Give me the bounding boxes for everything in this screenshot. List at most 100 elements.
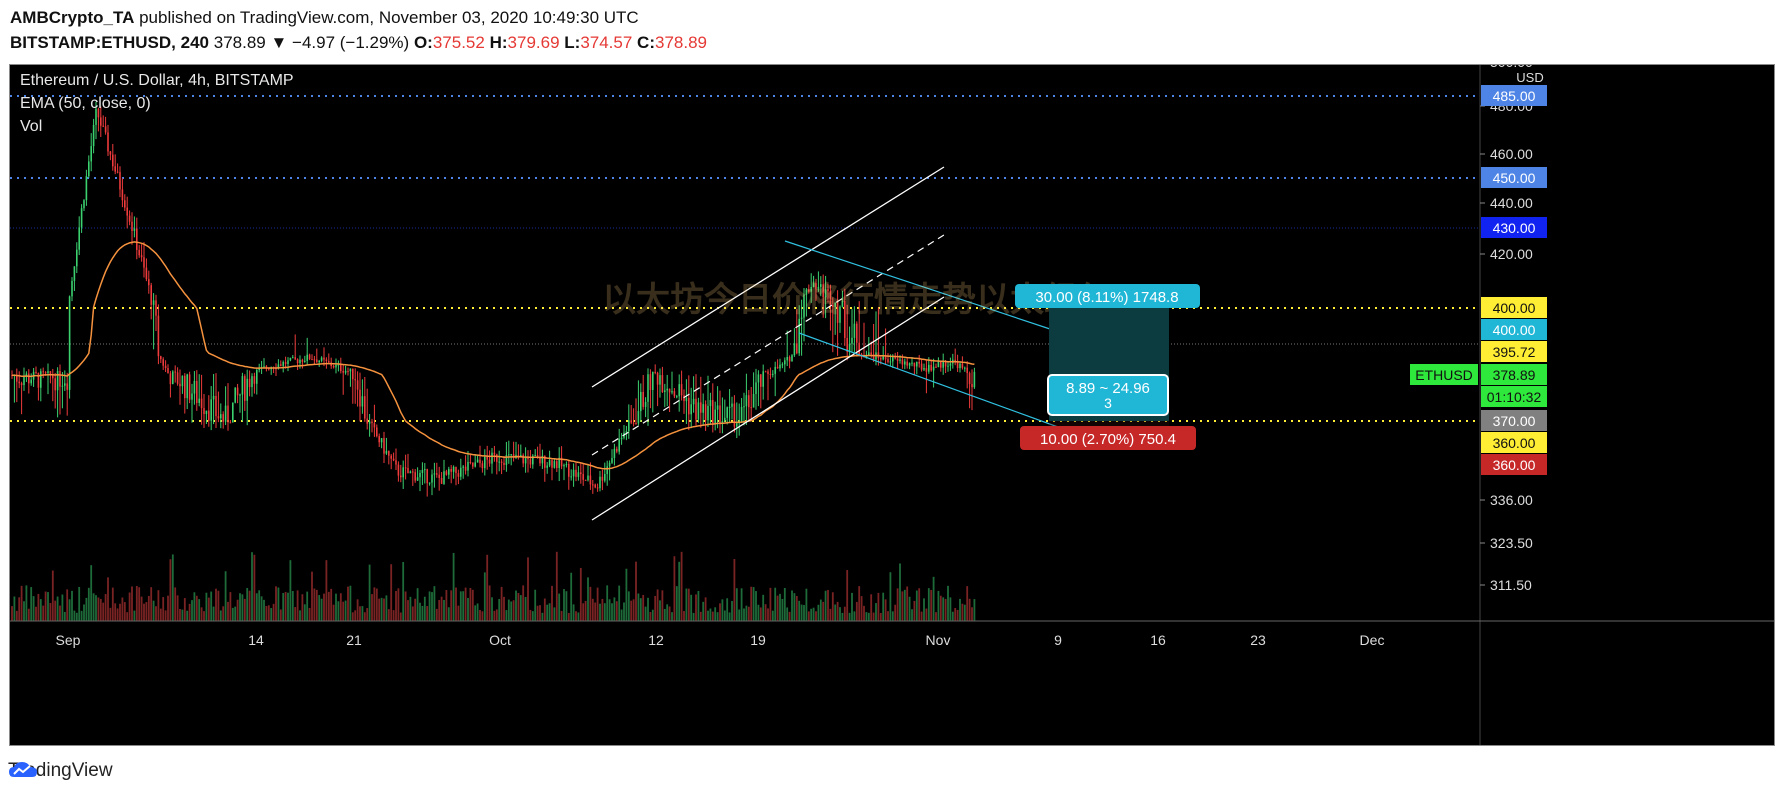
legend-ema: EMA (50, close, 0): [20, 95, 151, 112]
candle-body: [505, 455, 508, 465]
candle-body: [344, 370, 347, 373]
volume-bar: [447, 607, 450, 621]
candle-body: [59, 370, 61, 387]
author-name[interactable]: AMBCrypto_TA: [10, 8, 135, 27]
candle-body: [853, 323, 856, 338]
volume-bar: [337, 601, 340, 621]
candle-body: [534, 455, 536, 457]
volume-bar: [719, 603, 721, 621]
tradingview-logo[interactable]: TradingView: [8, 760, 113, 782]
volume-bar: [327, 591, 330, 621]
candle-body: [966, 367, 968, 374]
volume-bar: [546, 604, 549, 621]
time-label: 12: [648, 632, 664, 648]
volume-bar: [613, 597, 616, 621]
volume-bar: [407, 600, 409, 621]
candle-body: [870, 352, 872, 355]
candle-body: [474, 462, 476, 467]
channel-upper-line: [591, 166, 945, 388]
candle-body: [803, 294, 805, 318]
candle-body: [56, 370, 59, 391]
candle-body: [47, 371, 49, 374]
chart-panel[interactable]: 以太坊今日价格行情走势以太经纪 30.00 (8.11%) 1748.8 10.0…: [9, 64, 1775, 746]
volume-bar: [375, 588, 378, 621]
volume-bar: [313, 588, 316, 621]
candle-body: [222, 414, 224, 422]
cloud-icon: [9, 762, 37, 777]
candle-body: [616, 448, 618, 452]
volume-bar: [239, 593, 241, 621]
candle-body: [198, 398, 200, 403]
volume-bar: [627, 591, 630, 621]
candle-body: [786, 357, 788, 361]
candle-body: [464, 466, 467, 471]
candle-body: [824, 289, 827, 298]
candle-body: [380, 438, 383, 443]
volume-bar: [759, 607, 762, 621]
candle-body: [839, 306, 841, 323]
volume-bar: [611, 603, 613, 621]
volume-bar: [582, 603, 585, 621]
candle-body: [35, 371, 37, 373]
volume-bar: [368, 564, 371, 621]
stop-label: 10.00 (2.70%) 750.4: [1040, 431, 1176, 448]
volume-bar: [59, 605, 61, 621]
volume-bar: [829, 608, 832, 621]
candle-body: [553, 461, 556, 468]
open-label: O:: [413, 33, 433, 52]
volume-bar: [71, 590, 73, 621]
last-price: 378.89: [213, 33, 266, 52]
volume-bar: [505, 610, 508, 621]
volume-bar: [188, 603, 191, 621]
candle-body: [680, 384, 683, 396]
volume-bar: [680, 551, 683, 621]
candle-body: [580, 472, 582, 475]
candle-body: [731, 403, 733, 407]
publish-info: published on TradingView.com, November 0…: [139, 8, 639, 27]
candle-body: [385, 450, 388, 454]
candle-body: [834, 302, 836, 307]
candle-body: [709, 400, 712, 406]
candle-body: [544, 455, 546, 468]
stop-label-box: [1020, 426, 1196, 450]
candle-body: [642, 391, 644, 407]
candle-body: [484, 456, 486, 469]
volume-bar: [231, 607, 234, 621]
candle-body: [733, 403, 736, 427]
price-tick-label: 440.00: [1490, 195, 1533, 211]
volume-bar: [630, 600, 633, 621]
candle-body: [923, 368, 925, 370]
candle-body: [560, 457, 563, 467]
candle-body: [961, 363, 964, 368]
candle-body: [76, 249, 78, 267]
volume-bar: [656, 589, 659, 621]
candle-body: [210, 399, 212, 421]
price-badge-label: 485.00: [1493, 88, 1536, 104]
volume-bar: [75, 612, 78, 621]
candle-body: [25, 373, 28, 377]
candle-body: [800, 317, 803, 319]
volume-bar: [289, 560, 292, 621]
volume-bar: [229, 592, 232, 621]
volume-bar: [579, 567, 582, 621]
candle-body: [685, 397, 688, 402]
volume-bar: [411, 606, 414, 621]
candle-body: [628, 420, 630, 432]
volume-bar: [644, 606, 647, 621]
price-chart[interactable]: 以太坊今日价格行情走势以太经纪 30.00 (8.11%) 1748.810.0…: [10, 65, 1774, 745]
volume-bar: [942, 597, 945, 621]
volume-bar: [409, 596, 412, 621]
volume-bar: [404, 591, 407, 621]
volume-bar: [839, 607, 841, 621]
candle-body: [282, 362, 284, 366]
volume-bar: [255, 593, 258, 621]
volume-bar: [157, 590, 160, 621]
volume-bar: [620, 609, 623, 621]
volume-bar: [659, 600, 661, 621]
volume-bar: [32, 596, 35, 621]
candle-body: [107, 132, 109, 152]
volume-bar: [870, 594, 873, 621]
volume-bar: [587, 577, 589, 621]
candle-body: [932, 366, 935, 371]
volume-bar: [752, 587, 755, 621]
